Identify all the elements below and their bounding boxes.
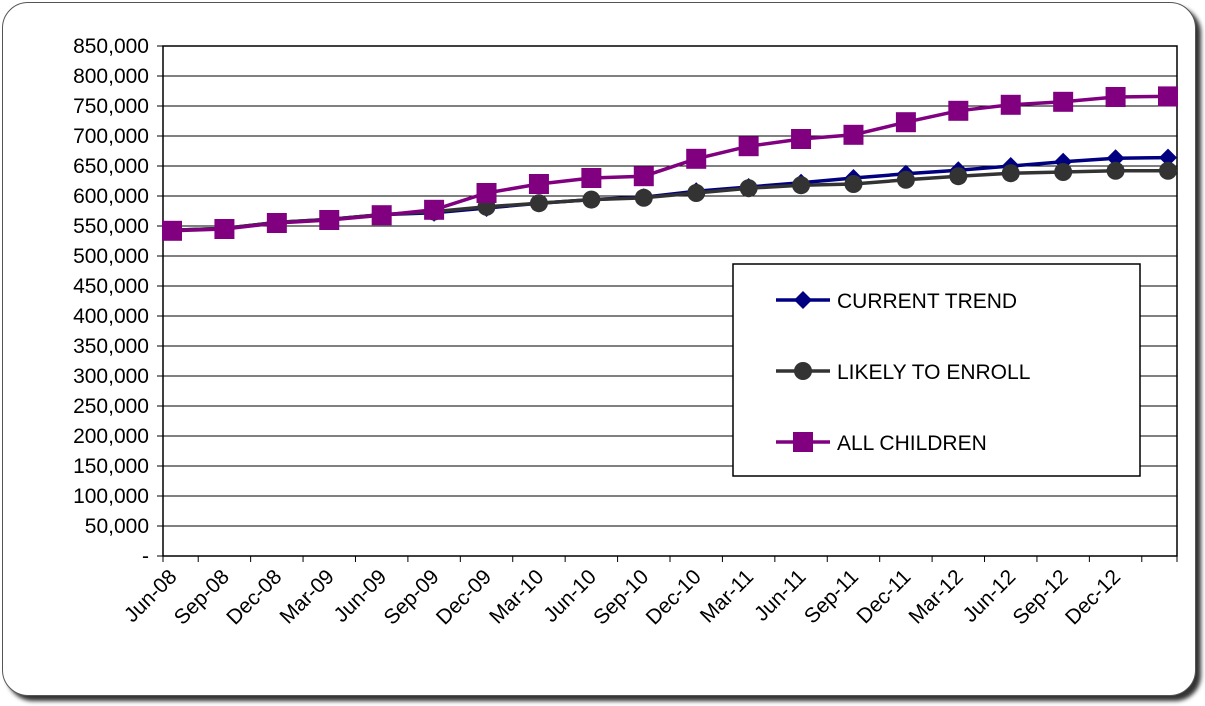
marker [634,188,653,207]
x-tick-label: Jun-12 [959,565,1021,627]
marker [1158,86,1178,107]
x-tick-label: Jun-11 [750,565,811,626]
legend-label: ALL CHILDREN [837,432,987,455]
marker [844,175,863,193]
marker [1000,94,1021,115]
x-tick-label: Mar-10 [485,565,548,628]
y-tick-label: 50,000 [85,515,149,538]
x-tick-label: Mar-12 [905,565,968,628]
marker [319,210,340,230]
marker [266,213,287,233]
y-tick-label: 700,000 [73,125,149,148]
marker [581,168,602,188]
marker [843,124,864,145]
marker [791,129,812,149]
x-tick-label: Dec-08 [222,565,286,629]
y-tick-label: 250,000 [73,395,149,418]
marker [371,205,392,226]
marker [739,179,758,198]
marker [1106,149,1125,168]
x-tick-label: Sep-08 [170,565,234,629]
marker [529,194,548,213]
marker [476,183,497,203]
y-tick-label: 850,000 [73,35,149,58]
marker [1054,163,1073,181]
y-tick-label: 650,000 [73,155,149,178]
marker [794,362,812,380]
y-tick-label: 500,000 [73,245,149,268]
x-tick-label: Sep-12 [1009,565,1073,629]
marker [738,136,759,157]
y-tick-label: 550,000 [73,215,149,238]
marker [794,291,812,309]
legend-label: LIKELY TO ENROLL [837,361,1030,384]
marker [1001,164,1020,183]
marker [1106,161,1125,180]
marker [582,190,601,209]
x-tick-label: Jun-10 [539,565,601,627]
marker [1105,87,1126,107]
y-tick-label: 450,000 [73,275,149,298]
marker [214,219,235,239]
x-tick-label: Sep-10 [589,565,653,629]
x-tick-label: Mar-09 [275,565,338,628]
x-tick-label: Jun-08 [120,565,182,627]
marker [948,100,969,121]
marker [633,166,654,187]
y-tick-label: - [142,545,149,568]
marker [1053,91,1074,112]
marker [949,167,968,186]
y-tick-label: 100,000 [73,485,149,508]
x-tick-label: Dec-10 [642,565,706,629]
x-tick-label: Sep-11 [800,565,863,628]
marker [686,148,707,169]
x-tick-label: Dec-11 [852,565,915,628]
marker [1159,148,1177,167]
marker [162,220,182,241]
y-tick-label: 800,000 [73,65,149,88]
x-tick-label: Dec-12 [1061,565,1125,629]
y-tick-label: 200,000 [73,425,149,448]
legend-label: CURRENT TREND [837,290,1017,313]
marker [896,170,915,189]
marker [1159,161,1177,180]
x-tick-label: Mar-11 [696,565,758,627]
marker [687,184,706,202]
y-tick-label: 400,000 [73,305,149,328]
marker [792,176,811,195]
y-tick-label: 300,000 [73,365,149,388]
y-tick-label: 150,000 [73,455,149,478]
marker [528,174,549,194]
marker [793,432,813,452]
y-tick-label: 750,000 [73,95,149,118]
y-tick-label: 600,000 [73,185,149,208]
marker [895,112,916,133]
marker [424,199,445,220]
x-tick-label: Dec-09 [432,565,496,629]
y-tick-label: 350,000 [73,335,149,358]
x-tick-label: Sep-09 [379,565,443,629]
x-tick-label: Jun-09 [330,565,392,627]
